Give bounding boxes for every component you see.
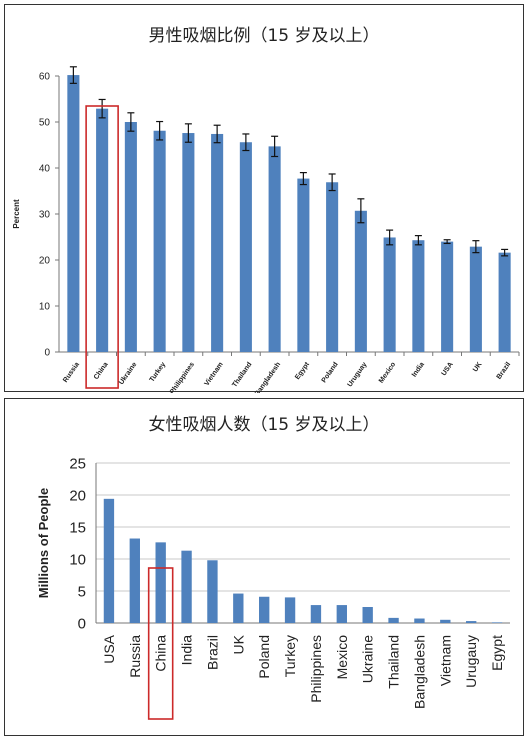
bar <box>491 622 503 623</box>
x-tick-label: Brazil <box>204 635 220 670</box>
bar <box>207 560 218 623</box>
x-tick-label: China <box>93 361 110 381</box>
y-tick-label: 40 <box>39 164 51 175</box>
x-tick-label: Russia <box>62 361 81 384</box>
bar <box>129 538 140 623</box>
x-tick-label: Vietnam <box>437 635 453 686</box>
y-tick-label: 25 <box>69 455 86 472</box>
bar <box>362 607 373 623</box>
bar <box>268 146 281 352</box>
bar <box>383 237 396 352</box>
bar <box>440 619 451 623</box>
x-tick-label: Bangladesh <box>411 635 427 709</box>
bar <box>297 178 310 352</box>
male-smoking-chart: 0 10 20 30 40 50 60 Percent Russia China Ukraine Tu… <box>12 66 520 393</box>
x-tick-label: Turkey <box>149 361 168 383</box>
x-tick-label: UK <box>472 361 484 373</box>
bar <box>103 498 115 623</box>
bar <box>182 133 195 352</box>
x-tick-label: Poland <box>321 361 340 384</box>
bar <box>388 617 399 623</box>
y-tick-label: 5 <box>78 583 86 600</box>
y-tick-label: 50 <box>39 118 51 129</box>
y-tick-label: 20 <box>69 487 86 504</box>
y-tick-label: 60 <box>39 72 51 83</box>
x-tick-label: India <box>411 361 426 378</box>
x-tick-label: Mexico <box>378 361 397 384</box>
x-tick-label: Bangladesh <box>254 361 282 393</box>
female-smokers-chart: 0 5 10 15 20 25 Millions of People USA Russia Chi… <box>36 455 510 720</box>
x-tick-label: Urugauy <box>463 635 479 688</box>
y-tick-label: 0 <box>78 615 86 632</box>
x-tick-label: Poland <box>256 635 272 679</box>
bar <box>153 130 166 352</box>
x-tick-label: Brazil <box>496 361 513 381</box>
highlight-box <box>147 567 174 720</box>
y-tick-label: 10 <box>69 551 86 568</box>
y-tick-label: 15 <box>69 519 86 536</box>
x-tick-label: Egypt <box>489 635 505 671</box>
male-smoking-chart-panel: 男性吸烟比例（15 岁及以上） 0 10 20 30 40 50 60 Percent Russ… <box>4 4 524 393</box>
y-tick-label: 10 <box>39 302 51 313</box>
x-tick-label: Thailand <box>386 635 402 689</box>
highlight-box <box>85 105 119 389</box>
bar <box>239 142 252 352</box>
bar <box>336 605 347 623</box>
x-tick-label: Ukraine <box>360 635 376 683</box>
bar <box>211 133 224 352</box>
x-tick-label: Egypt <box>294 361 311 381</box>
x-tick-label: India <box>179 635 195 666</box>
bar <box>233 593 244 623</box>
y-tick-label: 30 <box>39 210 51 221</box>
x-tick-label: Russia <box>127 635 143 678</box>
bar <box>181 550 192 623</box>
x-tick-label: Ukraine <box>118 361 139 386</box>
x-tick-label: USA <box>101 634 117 663</box>
bar <box>412 240 425 352</box>
bar <box>96 108 109 352</box>
y-tick-label: 0 <box>44 348 50 359</box>
chart-title: 女性吸烟人数（15 岁及以上） <box>148 415 380 435</box>
x-tick-label: USA <box>441 361 455 377</box>
x-tick-label: Philippines <box>308 635 324 703</box>
chart-title: 男性吸烟比例（15 岁及以上） <box>148 26 380 46</box>
y-tick-label: 20 <box>39 256 51 267</box>
y-axis-label: Percent <box>12 199 21 229</box>
female-smokers-chart-panel: 女性吸烟人数（15 岁及以上） 0 5 10 15 20 25 Millions of Pe… <box>4 398 524 736</box>
bar <box>284 597 296 623</box>
bar <box>124 122 137 352</box>
y-axis-label: Millions of People <box>36 488 51 599</box>
bar <box>67 75 80 352</box>
bar <box>259 596 270 623</box>
x-tick-label: China <box>153 635 169 672</box>
bar <box>155 542 166 623</box>
x-tick-label: Philippines <box>169 361 196 393</box>
x-tick-label: Uruguay <box>346 361 368 388</box>
x-tick-label: Thailand <box>231 361 253 389</box>
bar <box>414 618 425 623</box>
bar <box>354 210 367 352</box>
bar <box>466 621 477 623</box>
x-tick-label: Turkey <box>282 635 298 677</box>
x-tick-label: Vietnam <box>203 361 224 387</box>
bar <box>498 252 511 352</box>
bar <box>441 241 454 352</box>
x-tick-label: Mexico <box>334 635 350 680</box>
bar <box>326 182 339 352</box>
bar <box>310 605 322 623</box>
bar <box>469 246 482 352</box>
x-tick-label: UK <box>230 634 246 654</box>
